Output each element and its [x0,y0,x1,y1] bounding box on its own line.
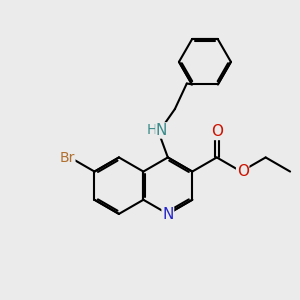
Text: H: H [147,123,157,137]
Text: O: O [237,164,249,179]
Text: O: O [211,124,223,140]
Text: Br: Br [59,152,75,165]
Text: N: N [156,123,167,138]
Text: N: N [162,207,173,222]
